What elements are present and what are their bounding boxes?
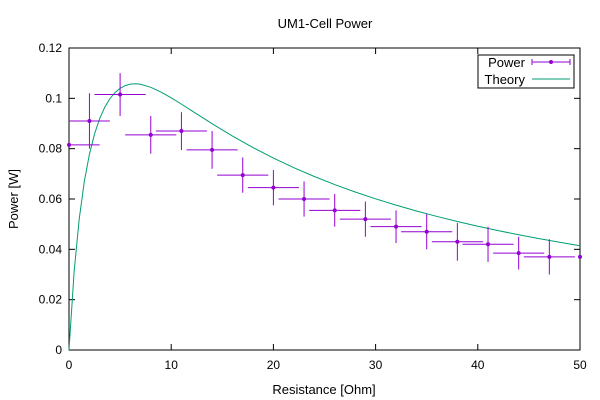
power-marker bbox=[424, 229, 429, 234]
legend: Power Theory bbox=[477, 54, 575, 89]
y-tick-label: 0.08 bbox=[39, 142, 63, 156]
y-tick-label: 0.12 bbox=[39, 41, 63, 55]
power-marker bbox=[148, 132, 153, 137]
y-tick-label: 0.06 bbox=[39, 192, 63, 206]
power-point bbox=[69, 93, 110, 149]
x-axis-label: Resistance [Ohm] bbox=[272, 382, 375, 397]
power-point bbox=[431, 222, 483, 261]
legend-marker-power bbox=[549, 60, 553, 64]
y-axis-label: Power [W] bbox=[6, 169, 21, 229]
power-marker bbox=[210, 147, 215, 152]
power-marker bbox=[578, 254, 582, 259]
power-point bbox=[67, 142, 100, 147]
power-point bbox=[125, 115, 177, 154]
power-marker bbox=[516, 251, 521, 256]
power-point bbox=[278, 181, 330, 217]
power-marker bbox=[67, 142, 71, 147]
legend-box bbox=[477, 54, 575, 89]
power-marker bbox=[455, 239, 460, 244]
power-point bbox=[523, 239, 575, 275]
x-tick-label: 0 bbox=[66, 358, 73, 372]
power-marker bbox=[486, 242, 491, 247]
power-marker bbox=[302, 197, 307, 201]
power-point bbox=[155, 112, 207, 150]
series-layer bbox=[67, 73, 582, 351]
power-point bbox=[493, 236, 545, 270]
x-tick-label: 40 bbox=[471, 358, 485, 372]
power-point bbox=[94, 73, 146, 116]
y-tick-label: 0.02 bbox=[39, 293, 63, 307]
y-tick-label: 0.1 bbox=[45, 91, 62, 105]
power-point bbox=[247, 170, 299, 206]
x-axis-ticks: 0 10 20 30 40 50 bbox=[66, 48, 587, 372]
y-axis-ticks: 0 0.02 0.04 0.06 0.08 0.1 0.12 bbox=[39, 41, 580, 357]
theory-curve bbox=[68, 83, 581, 351]
power-point bbox=[339, 201, 391, 237]
power-point bbox=[309, 193, 361, 227]
power-marker bbox=[240, 173, 245, 178]
y-tick-label: 0 bbox=[55, 343, 62, 357]
x-tick-label: 20 bbox=[267, 358, 281, 372]
power-point bbox=[217, 157, 269, 193]
chart-title: UM1-Cell Power bbox=[278, 16, 373, 31]
y-tick-label: 0.04 bbox=[39, 242, 63, 256]
power-point bbox=[370, 210, 422, 244]
x-tick-label: 30 bbox=[369, 358, 383, 372]
power-marker bbox=[363, 217, 368, 222]
power-marker bbox=[118, 92, 123, 97]
power-marker bbox=[271, 185, 276, 190]
x-tick-label: 50 bbox=[573, 358, 587, 372]
x-tick-label: 10 bbox=[165, 358, 179, 372]
power-point bbox=[186, 131, 238, 169]
power-point bbox=[578, 254, 582, 259]
power-point bbox=[401, 214, 453, 250]
power-marker bbox=[547, 254, 552, 259]
power-marker bbox=[394, 224, 399, 229]
legend-label-power: Power bbox=[488, 55, 526, 70]
power-marker bbox=[179, 129, 184, 134]
power-marker bbox=[332, 208, 337, 213]
power-marker bbox=[87, 118, 92, 123]
power-point bbox=[462, 226, 514, 262]
legend-label-theory: Theory bbox=[485, 72, 526, 87]
